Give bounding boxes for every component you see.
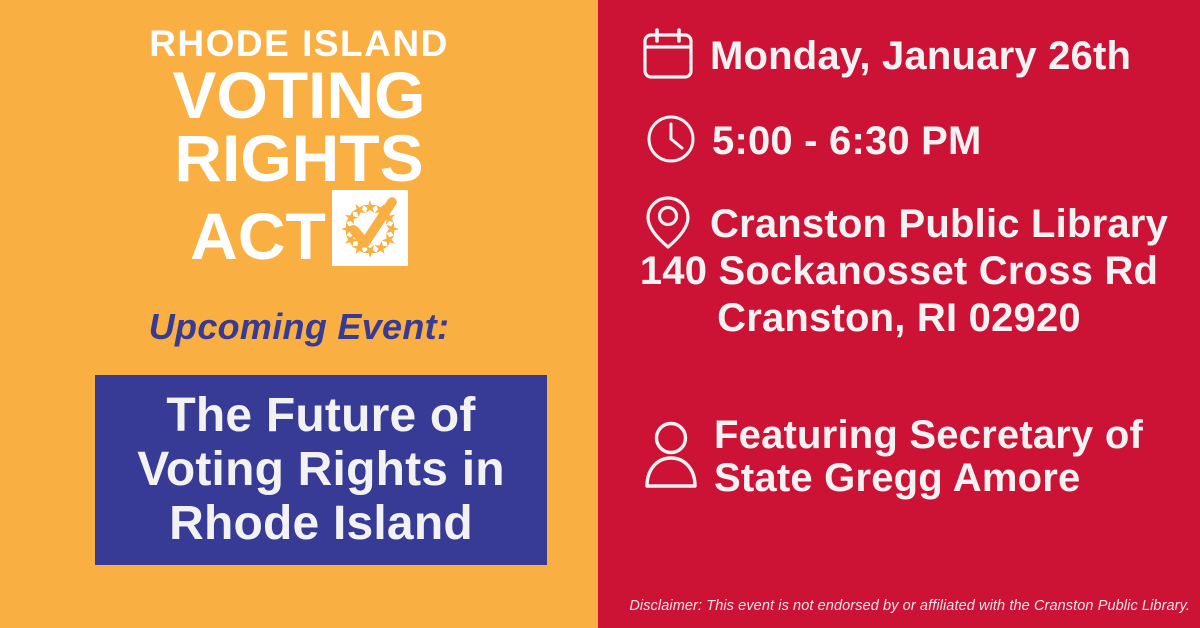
logo-line-voting: VOTING [172,57,426,132]
disclaimer-text: Disclaimer: This event is not endorsed b… [629,598,1190,614]
map-pin-icon [640,192,696,257]
right-panel: Monday, January 26th 5:00 - 6:30 PM Cran… [598,0,1200,628]
event-time-row: 5:00 - 6:30 PM [644,112,982,171]
event-time-text: 5:00 - 6:30 PM [712,118,982,163]
event-speaker-text: Featuring Secretary of State Gregg Amore [714,413,1143,501]
event-address-line2: Cranston, RI 02920 [717,296,1081,341]
event-speaker-row: Featuring Secretary of State Gregg Amore [642,413,1200,501]
event-date-text: Monday, January 26th [710,33,1132,78]
event-address: 140 Sockanosset Cross Rd Cranston, RI 02… [598,248,1200,342]
person-icon [642,418,700,495]
event-venue-text: Cranston Public Library [710,201,1169,246]
event-title-box: The Future of Voting Rights in Rhode Isl… [95,375,547,565]
rivra-logo: RHODE ISLAND VOTING RIGHTS ACT [0,23,598,273]
upcoming-event-label: Upcoming Event: [148,306,450,347]
clock-icon [644,112,698,171]
checkmark-stars-icon [331,190,408,267]
calendar-icon [640,26,696,87]
logo-line-rights: RIGHTS [174,120,424,195]
event-title: The Future of Voting Rights in Rhode Isl… [137,389,505,550]
logo-line-rhode-island: RHODE ISLAND [149,23,449,64]
event-address-line1: 140 Sockanosset Cross Rd [639,249,1159,293]
logo-act-row: ACT [0,190,598,273]
event-date-row: Monday, January 26th [640,26,1131,87]
logo-line-act: ACT [190,198,326,273]
event-location-row: Cranston Public Library [640,192,1168,257]
left-panel: RHODE ISLAND VOTING RIGHTS ACT [0,0,598,628]
